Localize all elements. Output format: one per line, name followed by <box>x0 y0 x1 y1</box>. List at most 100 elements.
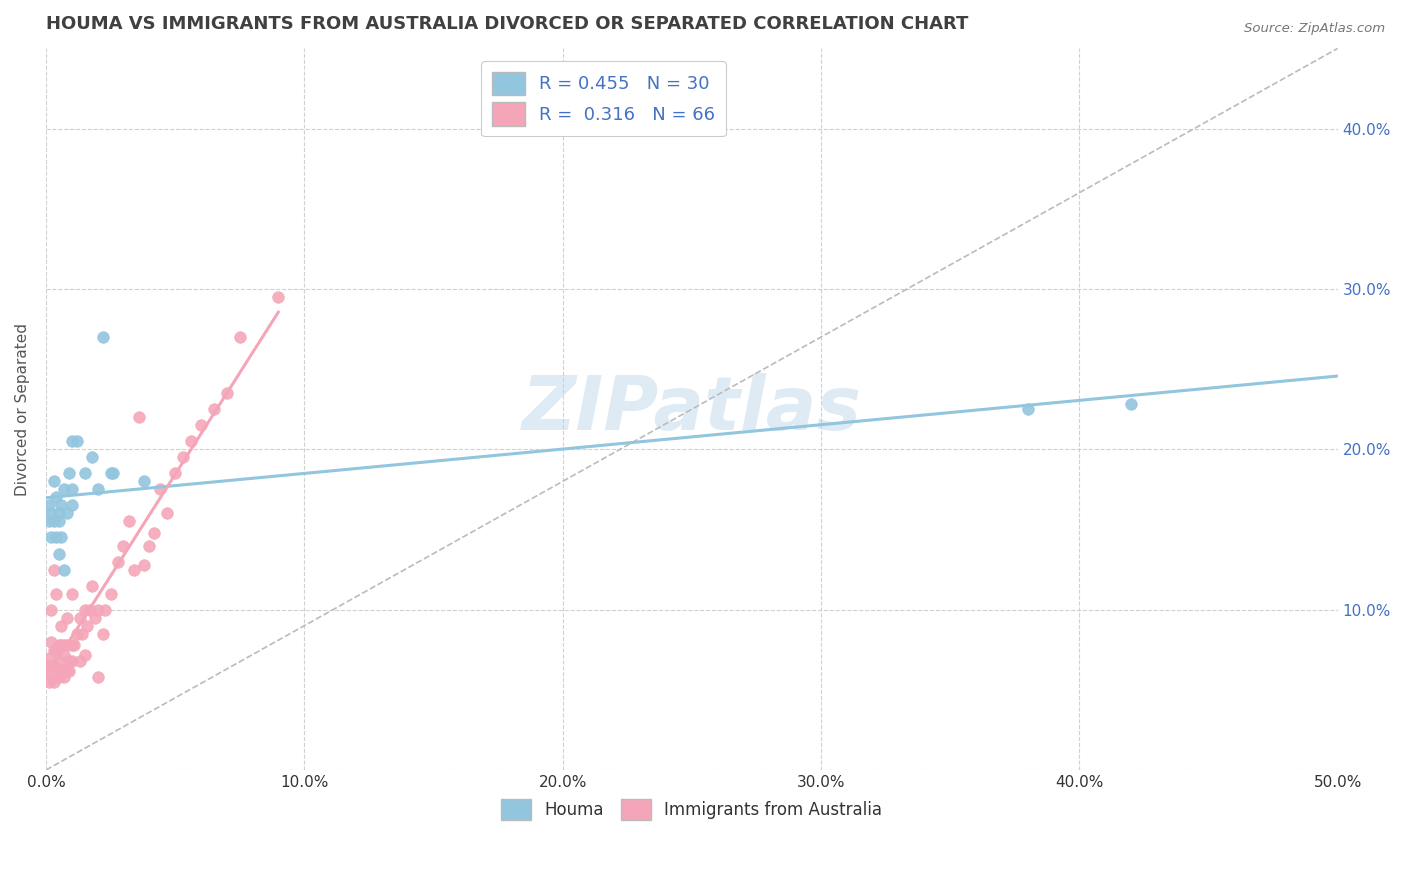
Point <box>35 666 58 681</box>
Point <box>58 467 80 481</box>
Point <box>138 539 160 553</box>
Point <box>60 654 83 668</box>
Point <box>42 563 65 577</box>
Point <box>39 507 62 521</box>
Point <box>79 602 101 616</box>
Point <box>128 410 150 425</box>
Point <box>39 658 62 673</box>
Legend: Houma, Immigrants from Australia: Houma, Immigrants from Australia <box>495 792 889 827</box>
Point <box>134 475 156 489</box>
Point <box>134 558 156 572</box>
Point <box>66 626 89 640</box>
Point <box>91 626 114 640</box>
Point <box>51 638 73 652</box>
Point <box>53 662 76 676</box>
Point <box>267 290 290 304</box>
Point <box>53 670 76 684</box>
Point <box>38 499 60 513</box>
Point <box>100 586 122 600</box>
Point <box>165 467 187 481</box>
Point <box>86 483 108 497</box>
Point <box>100 467 122 481</box>
Point <box>82 579 104 593</box>
Point <box>48 507 70 521</box>
Point <box>55 638 77 652</box>
Point <box>73 602 96 616</box>
Point <box>202 402 225 417</box>
Point <box>42 674 65 689</box>
Point <box>48 638 70 652</box>
Point <box>91 330 114 344</box>
Point <box>60 483 83 497</box>
Point <box>215 386 238 401</box>
Point <box>45 586 67 600</box>
Point <box>172 450 194 465</box>
Point <box>42 658 65 673</box>
Point <box>39 634 62 648</box>
Point <box>117 515 139 529</box>
Point <box>82 450 104 465</box>
Point <box>51 531 73 545</box>
Point <box>45 491 67 505</box>
Point <box>112 539 135 553</box>
Point <box>1017 402 1039 417</box>
Point <box>101 467 124 481</box>
Point <box>94 602 117 616</box>
Point <box>60 499 83 513</box>
Point <box>42 515 65 529</box>
Point <box>35 658 58 673</box>
Point <box>55 507 77 521</box>
Point <box>156 507 179 521</box>
Point <box>58 664 80 678</box>
Point <box>42 642 65 657</box>
Point <box>55 610 77 624</box>
Point <box>45 666 67 681</box>
Point <box>143 525 166 540</box>
Point <box>48 654 70 668</box>
Point <box>48 547 70 561</box>
Point <box>73 648 96 662</box>
Point <box>53 483 76 497</box>
Point <box>1119 397 1142 411</box>
Point <box>38 674 60 689</box>
Text: ZIPatlas: ZIPatlas <box>522 373 862 446</box>
Point <box>63 638 86 652</box>
Point <box>190 418 212 433</box>
Point <box>60 586 83 600</box>
Point <box>42 475 65 489</box>
Point <box>86 670 108 684</box>
Y-axis label: Divorced or Separated: Divorced or Separated <box>15 323 30 496</box>
Point <box>66 434 89 449</box>
Point <box>45 642 67 657</box>
Point <box>58 654 80 668</box>
Point <box>86 602 108 616</box>
Point <box>55 664 77 678</box>
Point <box>45 531 67 545</box>
Point <box>51 499 73 513</box>
Point <box>38 650 60 665</box>
Point <box>84 610 107 624</box>
Point <box>51 618 73 632</box>
Point <box>69 654 91 668</box>
Point <box>53 638 76 652</box>
Point <box>107 555 129 569</box>
Point <box>122 563 145 577</box>
Point <box>39 602 62 616</box>
Point <box>51 664 73 678</box>
Point <box>39 531 62 545</box>
Point <box>69 610 91 624</box>
Point <box>48 515 70 529</box>
Point <box>228 330 250 344</box>
Point <box>60 638 83 652</box>
Point <box>149 483 172 497</box>
Point <box>76 618 98 632</box>
Text: HOUMA VS IMMIGRANTS FROM AUSTRALIA DIVORCED OR SEPARATED CORRELATION CHART: HOUMA VS IMMIGRANTS FROM AUSTRALIA DIVOR… <box>46 15 969 33</box>
Point <box>53 648 76 662</box>
Point <box>38 515 60 529</box>
Point <box>53 563 76 577</box>
Point <box>73 467 96 481</box>
Point <box>70 626 93 640</box>
Point <box>48 670 70 684</box>
Point <box>180 434 202 449</box>
Point <box>60 434 83 449</box>
